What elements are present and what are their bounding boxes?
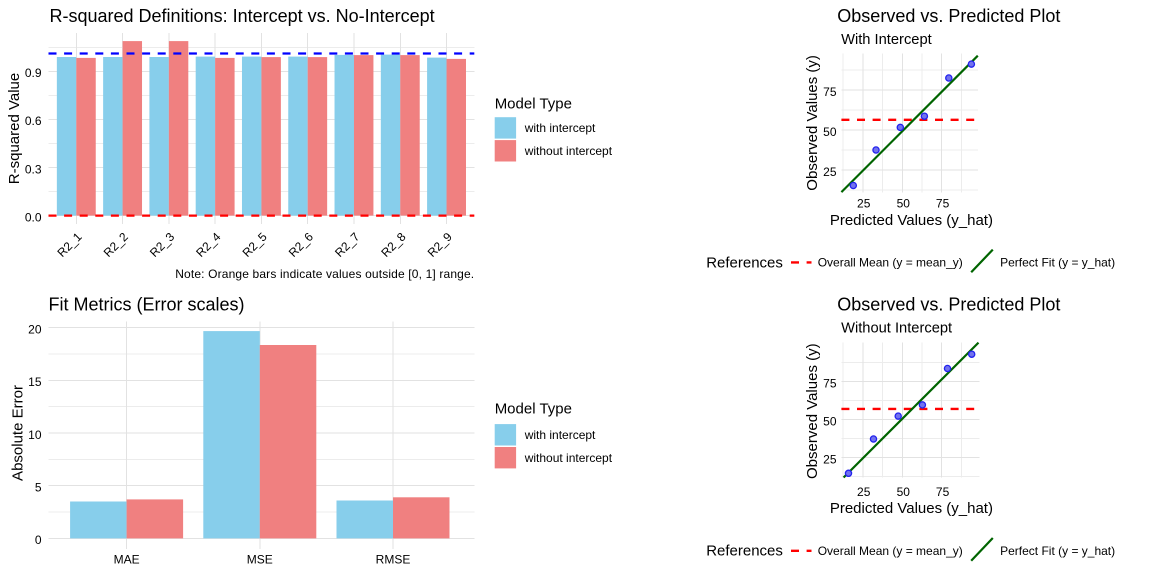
svg-text:without intercept: without intercept (524, 451, 613, 465)
svg-text:Overall Mean (y = mean_y): Overall Mean (y = mean_y) (818, 544, 963, 558)
svg-text:25: 25 (857, 485, 871, 499)
svg-text:Observed vs. Predicted Plot: Observed vs. Predicted Plot (837, 294, 1060, 314)
svg-text:25: 25 (857, 197, 871, 211)
svg-text:Observed Values (y): Observed Values (y) (804, 55, 821, 191)
svg-text:References: References (706, 543, 783, 560)
svg-text:Predicted Values (y_hat): Predicted Values (y_hat) (830, 500, 993, 517)
svg-text:Without Intercept: Without Intercept (841, 320, 952, 336)
svg-text:MAE: MAE (114, 553, 140, 567)
svg-text:50: 50 (897, 197, 911, 211)
svg-text:without intercept: without intercept (524, 144, 613, 158)
svg-text:Perfect Fit (y = y_hat): Perfect Fit (y = y_hat) (1000, 256, 1115, 270)
svg-text:25: 25 (823, 453, 837, 467)
svg-text:R-squared Value: R-squared Value (6, 73, 23, 184)
svg-text:50: 50 (823, 125, 837, 139)
svg-text:20: 20 (28, 322, 42, 336)
svg-text:75: 75 (936, 485, 950, 499)
svg-text:Observed vs. Predicted Plot: Observed vs. Predicted Plot (837, 6, 1060, 26)
svg-text:15: 15 (28, 375, 42, 389)
svg-text:with intercept: with intercept (524, 121, 596, 135)
svg-text:R-squared Definitions: Interce: R-squared Definitions: Intercept vs. No-… (50, 6, 435, 26)
svg-text:MSE: MSE (247, 553, 273, 567)
svg-text:Model Type: Model Type (495, 400, 572, 417)
svg-text:Model Type: Model Type (495, 95, 572, 112)
svg-text:Predicted Values (y_hat): Predicted Values (y_hat) (830, 212, 993, 229)
svg-text:75: 75 (936, 197, 950, 211)
svg-text:0: 0 (35, 533, 42, 547)
svg-text:RMSE: RMSE (376, 553, 411, 567)
svg-text:Observed Values (y): Observed Values (y) (804, 343, 821, 479)
svg-text:5: 5 (35, 480, 42, 494)
svg-text:0.6: 0.6 (25, 114, 42, 128)
svg-text:Absolute Error: Absolute Error (10, 385, 27, 481)
svg-text:With Intercept: With Intercept (841, 32, 932, 48)
svg-text:Note: Orange bars indicate val: Note: Orange bars indicate values outsid… (175, 267, 474, 281)
svg-text:Perfect Fit (y = y_hat): Perfect Fit (y = y_hat) (1000, 544, 1115, 558)
svg-text:0.0: 0.0 (25, 210, 42, 224)
svg-text:0.3: 0.3 (25, 162, 42, 176)
svg-text:50: 50 (897, 485, 911, 499)
svg-text:Fit Metrics (Error scales): Fit Metrics (Error scales) (49, 295, 245, 315)
svg-text:0.9: 0.9 (25, 66, 42, 80)
svg-text:Overall Mean (y = mean_y): Overall Mean (y = mean_y) (818, 256, 963, 270)
svg-text:10: 10 (28, 428, 42, 442)
svg-text:75: 75 (823, 85, 837, 99)
svg-text:with intercept: with intercept (524, 428, 596, 442)
svg-text:75: 75 (823, 377, 837, 391)
svg-text:50: 50 (823, 415, 837, 429)
svg-text:References: References (706, 254, 783, 271)
svg-text:25: 25 (823, 165, 837, 179)
